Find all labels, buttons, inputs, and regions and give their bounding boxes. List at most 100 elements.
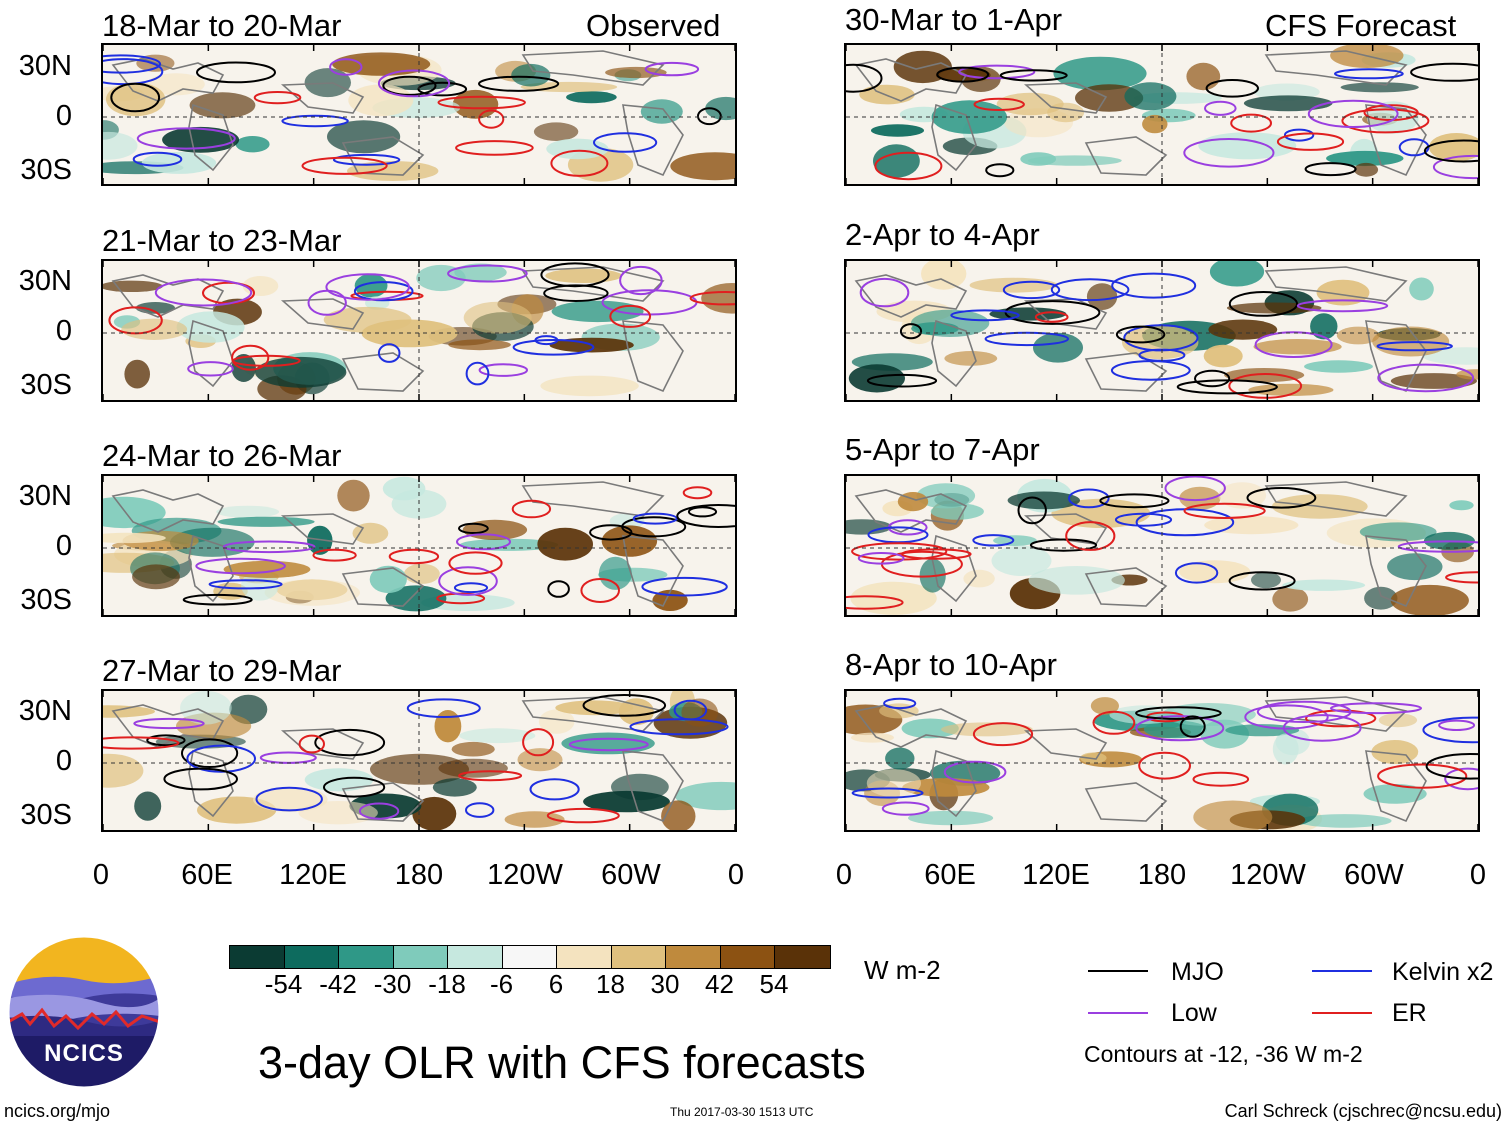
wave-contour	[232, 354, 301, 367]
olr-anomaly-blob	[540, 375, 639, 397]
wave-contour	[1422, 716, 1478, 744]
footer-url[interactable]: ncics.org/mjo	[4, 1101, 111, 1121]
olr-anomaly-blob	[134, 791, 162, 821]
coastline	[188, 749, 234, 818]
wave-contour	[1034, 311, 1069, 323]
wave-contour	[1341, 108, 1430, 134]
coastline	[931, 319, 977, 388]
coastline	[341, 567, 425, 607]
olr-anomaly-blob	[1142, 114, 1168, 134]
colorbar-label: 18	[596, 969, 625, 999]
wave-contour	[1296, 299, 1389, 313]
olr-anomaly-blob	[432, 778, 477, 797]
olr-anomaly-blob	[264, 579, 360, 606]
map-canvas	[103, 45, 735, 184]
coastline	[622, 320, 684, 393]
olr-anomaly-blob	[921, 261, 967, 290]
panel-header-observed: Observed	[586, 8, 721, 43]
map-panel-6	[844, 474, 1480, 617]
wave-contour	[1176, 379, 1278, 395]
olr-anomaly-blob	[323, 306, 412, 333]
olr-anomaly-blob	[969, 277, 1058, 293]
olr-anomaly-blob	[1007, 491, 1080, 510]
olr-anomaly-blob	[103, 280, 163, 292]
wave-contour	[103, 736, 180, 750]
olr-anomaly-blob	[412, 796, 457, 830]
olr-anomaly-blob	[675, 781, 735, 811]
olr-anomaly-blob	[1204, 516, 1299, 535]
olr-anomaly-blob	[235, 136, 270, 153]
wave-contour	[1397, 540, 1478, 553]
wave-contour	[644, 61, 700, 77]
footer-timestamp: Thu 2017-03-30 1513 UTC	[670, 1105, 814, 1119]
olr-anomaly-blob	[1326, 150, 1404, 166]
olr-anomaly-blob	[337, 479, 370, 512]
colorbar-swatch	[339, 946, 394, 968]
coastline	[622, 750, 684, 823]
wave-contour	[377, 343, 401, 363]
wave-contour	[540, 262, 610, 288]
colorbar-swatch	[557, 946, 612, 968]
olr-anomaly-blob	[1371, 740, 1419, 764]
wave-contour	[958, 64, 1036, 80]
olr-anomaly-blob	[901, 718, 959, 739]
coastline	[188, 103, 234, 172]
wave-contour	[1183, 502, 1266, 520]
olr-anomaly-blob	[1363, 784, 1427, 804]
wave-contour	[1068, 488, 1110, 509]
colorbar-swatch	[720, 946, 775, 968]
coastline	[111, 704, 225, 748]
olr-anomaly-blob	[1253, 339, 1342, 355]
wave-contour	[195, 557, 286, 575]
lon-label: 0	[92, 859, 110, 891]
lat-label-30s: 30S	[20, 154, 72, 186]
wave-contour	[546, 807, 620, 824]
olr-anomaly-blob	[253, 787, 328, 812]
colorbar-swatch	[502, 946, 557, 968]
colorbar-swatch	[393, 946, 448, 968]
coastline	[521, 50, 665, 86]
map-panel-5	[101, 474, 737, 617]
lon-label: 120W	[487, 859, 563, 891]
wave-contour	[689, 291, 735, 306]
wave-contour	[511, 499, 552, 519]
wave-contour	[582, 694, 667, 717]
wave-contour	[1002, 280, 1061, 300]
coastline	[854, 58, 968, 102]
wave-contour	[1438, 719, 1476, 731]
wave-contour	[632, 512, 678, 525]
colorbar-label: 30	[650, 969, 680, 999]
olr-anomaly-blob	[1020, 152, 1057, 166]
wave-contour	[529, 778, 580, 801]
olr-anomaly-blob	[1086, 283, 1118, 310]
wave-contour	[1164, 476, 1226, 502]
wave-contour	[136, 127, 236, 150]
olr-anomaly-blob	[1224, 368, 1305, 383]
wave-contour	[985, 163, 1015, 178]
wave-contour	[687, 506, 718, 518]
lat-label-0: 0	[55, 100, 72, 132]
olr-anomaly-blob	[1251, 571, 1281, 589]
lon-label: 0	[1469, 859, 1487, 891]
wave-contour	[222, 540, 316, 554]
lon-label: 60W	[1344, 859, 1404, 891]
wave-contour	[456, 533, 511, 551]
wave-contour	[547, 580, 570, 598]
wave-contour	[133, 717, 205, 730]
wave-contour	[358, 802, 400, 820]
olr-anomaly-blob	[454, 263, 507, 282]
wave-contour	[1425, 753, 1478, 780]
wave-contour	[568, 737, 649, 752]
olr-anomaly-blob	[1304, 360, 1373, 373]
wave-contour	[1376, 341, 1453, 352]
olr-anomaly-blob	[871, 124, 924, 137]
coastline	[1084, 136, 1168, 176]
olr-anomaly-blob	[1282, 579, 1366, 591]
map-panel-2	[844, 43, 1480, 186]
lon-label: 120E	[1022, 859, 1090, 891]
coastline	[1264, 266, 1408, 302]
figure-title: 3-day OLR with CFS forecasts	[258, 1037, 866, 1088]
wave-contour	[438, 566, 498, 596]
olr-anomaly-blob	[1218, 482, 1267, 509]
coastline	[854, 274, 968, 318]
